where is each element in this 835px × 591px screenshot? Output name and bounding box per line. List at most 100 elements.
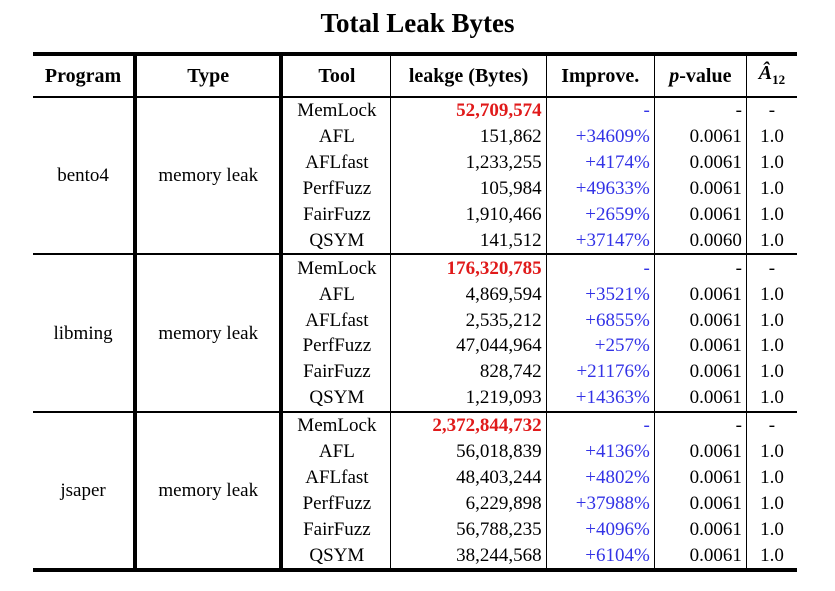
pvalue-cell: 0.0061 bbox=[654, 149, 747, 176]
a12-cell: - bbox=[768, 415, 776, 437]
tool-cell: FairFuzz bbox=[281, 358, 392, 385]
pvalue-cell: 0.0061 bbox=[654, 175, 747, 202]
table-row: libming memory leak MemLock 176,320,785- - - bbox=[33, 254, 797, 413]
type-cell: memory leak bbox=[135, 97, 284, 256]
pvalue-cell: 0.0061 bbox=[654, 464, 747, 491]
tool-cell: MemLock bbox=[281, 254, 392, 282]
improve-cell: +49633% bbox=[546, 175, 655, 202]
table-row: FairFuzz 1,910,466 +2659% 0.0061 1.0 bbox=[33, 201, 797, 228]
pvalue-cell: 0.0061 bbox=[654, 358, 747, 385]
a12-cell: 1.0 bbox=[746, 384, 797, 413]
table-row: AFL 4,869,594 +3521% 0.0061 1.0 bbox=[33, 281, 797, 308]
leakage-cell: 48,403,244 bbox=[390, 464, 547, 491]
tool-cell: AFLfast bbox=[281, 149, 392, 176]
type-cell: memory leak bbox=[135, 411, 284, 573]
a12-cell: 1.0 bbox=[760, 204, 784, 225]
pvalue-cell: - bbox=[654, 97, 747, 124]
improve-cell: +34609% bbox=[546, 123, 655, 150]
a12-cell: 1.0 bbox=[760, 178, 784, 200]
tool-cell: FairFuzz bbox=[281, 516, 392, 543]
table-row: bento4 memory leak MemLock 52,709,574- - - bbox=[33, 97, 797, 256]
pvalue-cell: 0.0061 bbox=[654, 384, 747, 413]
improve-cell: - bbox=[546, 254, 655, 282]
leakage-cell: 56,788,235 bbox=[390, 516, 547, 543]
header-tool: Tool bbox=[281, 52, 392, 98]
table-row: PerfFuzz 47,044,964 +257% 0.0061 1.0 bbox=[33, 333, 797, 359]
table-row: PerfFuzz 6,229,898 +37988% 0.0061 1.0 bbox=[33, 490, 797, 517]
a12-cell: 1.0 bbox=[760, 126, 784, 148]
tool-cell: PerfFuzz bbox=[281, 490, 392, 517]
pvalue-cell: 0.0061 bbox=[654, 490, 747, 517]
improve-cell: +4136% bbox=[546, 438, 655, 465]
table-row: AFLfast 48,403,244 +4802% 0.0061 1.0 bbox=[33, 464, 797, 491]
improve-cell: - bbox=[546, 97, 655, 124]
header-program: Program bbox=[33, 52, 138, 98]
tool-cell: AFL bbox=[281, 123, 392, 150]
improve-cell: +4174% bbox=[546, 149, 655, 176]
leakage-cell: 2,372,844,732 bbox=[390, 411, 547, 439]
leakage-cell: 151,862 bbox=[390, 123, 547, 150]
table-row: PerfFuzz 105,984 +49633% 0.0061 1.0 bbox=[33, 175, 797, 202]
tool-cell: MemLock bbox=[281, 411, 392, 439]
header-pvalue: p-value bbox=[654, 52, 747, 98]
leakage-cell: 38,244,568 bbox=[390, 542, 547, 573]
header-a12-main: Â bbox=[758, 61, 773, 84]
improve-cell: +4096% bbox=[546, 516, 655, 543]
pvalue-cell: 0.0061 bbox=[654, 438, 747, 465]
leakage-cell: 176,320,785 bbox=[390, 254, 547, 282]
tool-cell: AFL bbox=[281, 438, 392, 465]
improve-cell: +37147% bbox=[546, 227, 655, 256]
a12-cell: 1.0 bbox=[760, 361, 784, 383]
pvalue-cell: 0.0061 bbox=[654, 542, 747, 573]
tool-cell: FairFuzz bbox=[281, 201, 392, 228]
leakage-cell: 105,984 bbox=[390, 175, 547, 202]
improve-cell: +14363% bbox=[546, 384, 655, 413]
a12-cell: 1.0 bbox=[760, 309, 784, 331]
leakage-cell: 6,229,898 bbox=[390, 490, 547, 517]
table-row: jsaper memory leak MemLock 2,372,844,732- - - bbox=[33, 411, 797, 573]
leakage-cell: 2,535,212 bbox=[390, 307, 547, 334]
program-cell: libming bbox=[33, 254, 138, 413]
a12-cell: 1.0 bbox=[746, 542, 797, 573]
pvalue-cell: - bbox=[654, 254, 747, 282]
improve-cell: +37988% bbox=[546, 490, 655, 517]
type-cell: memory leak bbox=[135, 254, 284, 413]
leakage-cell: 4,869,594 bbox=[390, 281, 547, 308]
header-leakage: leakge (Bytes) bbox=[390, 52, 547, 98]
tool-cell: QSYM bbox=[281, 384, 392, 413]
tool-cell: PerfFuzz bbox=[281, 175, 392, 202]
table-row: AFL 151,862 +34609% 0.0061 1.0 bbox=[33, 123, 797, 150]
leakage-cell: 1,910,466 bbox=[390, 201, 547, 228]
a12-cell: 1.0 bbox=[760, 466, 784, 488]
leakage-cell: 141,512 bbox=[390, 227, 547, 256]
pvalue-cell: 0.0061 bbox=[654, 201, 747, 228]
program-cell: bento4 bbox=[33, 97, 138, 256]
a12-cell: 1.0 bbox=[760, 283, 784, 305]
pvalue-cell: 0.0061 bbox=[654, 307, 747, 334]
a12-cell: 1.0 bbox=[760, 335, 784, 357]
header-row: Program Type Tool leakge (Bytes) Improve… bbox=[33, 52, 797, 98]
leakage-cell: 1,219,093 bbox=[390, 384, 547, 413]
pvalue-cell: 0.0061 bbox=[654, 281, 747, 308]
tool-cell: AFL bbox=[281, 281, 392, 308]
tool-cell: QSYM bbox=[281, 227, 392, 256]
table-row: QSYM 38,244,568 +6104% 0.0061 1.0 bbox=[33, 542, 797, 573]
improve-cell: +257% bbox=[546, 333, 655, 359]
pvalue-cell: 0.0060 bbox=[654, 227, 747, 256]
leakage-cell: 828,742 bbox=[390, 358, 547, 385]
header-pvalue-rest: -value bbox=[679, 64, 732, 87]
table-body: bento4 memory leak MemLock 52,709,574- - - AFL… bbox=[33, 97, 797, 573]
a12-cell: - bbox=[768, 100, 776, 122]
a12-cell: 1.0 bbox=[746, 227, 797, 256]
table-row: FairFuzz 56,788,235 +4096% 0.0061 1.0 bbox=[33, 516, 797, 543]
leakage-cell: 47,044,964 bbox=[390, 333, 547, 359]
pvalue-cell: 0.0061 bbox=[654, 516, 747, 543]
a12-cell: 1.0 bbox=[760, 492, 784, 514]
a12-cell: - bbox=[768, 257, 776, 279]
tool-cell: QSYM bbox=[281, 542, 392, 573]
tool-cell: AFLfast bbox=[281, 464, 392, 491]
header-pvalue-p: p bbox=[669, 64, 680, 87]
header-a12: Â12 bbox=[746, 52, 797, 98]
improve-cell: +21176% bbox=[546, 358, 655, 385]
pvalue-cell: - bbox=[654, 411, 747, 439]
